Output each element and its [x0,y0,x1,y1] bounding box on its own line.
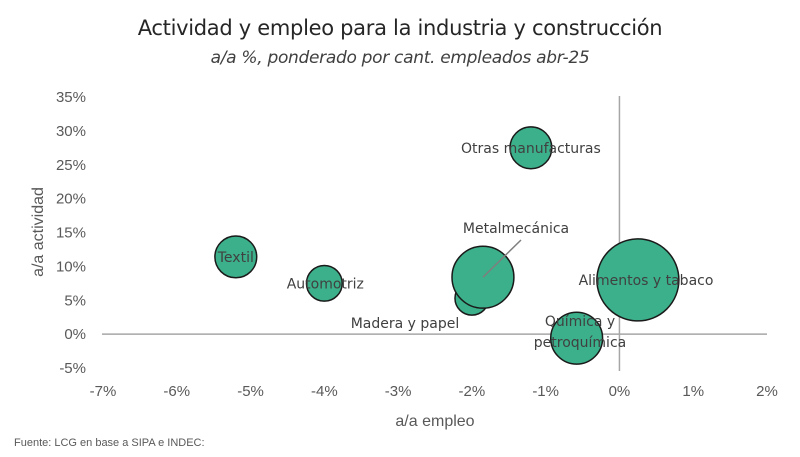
data-label: Otras manufacturas [461,141,601,157]
data-label: petroquímica [534,335,626,351]
x-tick-label: -1% [532,383,559,400]
leader-line-metalmecanica [482,239,522,278]
x-tick-label: -3% [385,383,412,400]
x-tick-label: -5% [237,383,264,400]
data-label: Alimentos y tabaco [579,273,714,289]
x-tick-label: 1% [682,383,704,400]
bubble-otras-manufacturas [509,126,553,170]
x-tick-label: 0% [609,383,631,400]
x-axis-label: a/a empleo [395,413,474,430]
y-tick-label: 5% [64,292,86,309]
bubble-automotriz [305,264,343,302]
source-note: Fuente: LCG en base a SIPA e INDEC: [14,437,205,449]
y-tick-label: 30% [56,123,86,140]
data-label: Automotriz [287,276,364,292]
y-tick-label: 25% [56,157,86,174]
bubble-textil [214,235,258,279]
y-tick-label: 20% [56,191,86,208]
data-label: Madera y papel [351,316,460,332]
y-axis-label: a/a actividad [30,187,47,277]
y-tick-label: 10% [56,258,86,275]
x-tick-label: 2% [756,383,778,400]
x-tick-label: -7% [90,383,117,400]
chart-title: Actividad y empleo para la industria y c… [137,16,663,40]
x-tick-label: -6% [163,383,190,400]
bubble-alimentos-y-tabaco [596,238,680,322]
chart-subtitle: a/a %, ponderado por cant. empleados abr… [210,48,590,68]
y-tick-label: 15% [56,225,86,242]
x-tick-label: -4% [311,383,338,400]
y-tick-label: 0% [64,326,86,343]
x-tick-label: -2% [459,383,486,400]
y-tick-label: -5% [59,360,86,377]
data-label: Química y [545,314,615,330]
data-label: Metalmecánica [463,221,569,237]
y-tick-label: 35% [56,89,86,106]
data-label: Textil [217,250,254,266]
bubble-quimica-y-petroquimica [549,311,604,365]
